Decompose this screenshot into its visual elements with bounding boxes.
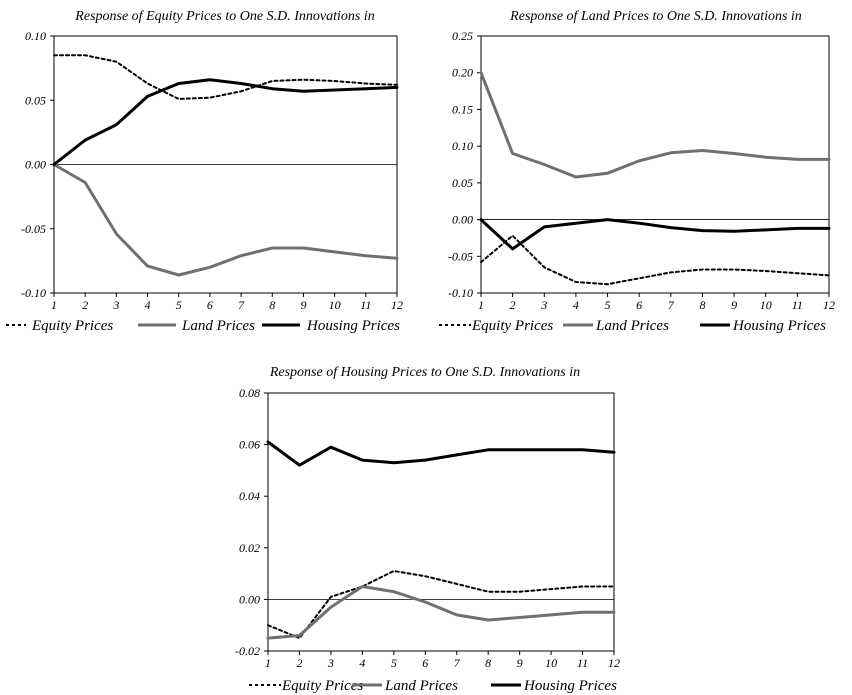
chart-panel-3: Response of Housing Prices to One S.D. I… <box>235 365 620 694</box>
series-line-equity <box>53 54 398 100</box>
legend-label-housing: Housing Prices <box>523 678 617 694</box>
y-tick-label: -0.05 <box>448 249 473 263</box>
legend-label-equity: Equity Prices <box>31 318 113 334</box>
x-tick-label: 2 <box>510 298 516 312</box>
legend-label-equity: Equity Prices <box>471 318 553 334</box>
legend-label-housing: Housing Prices <box>306 318 400 334</box>
y-tick-label: 0.00 <box>239 592 260 606</box>
y-tick-label: 0.00 <box>25 158 46 172</box>
x-tick-label: 3 <box>540 298 547 312</box>
y-tick-label: 0.10 <box>25 29 46 43</box>
y-tick-label: 0.20 <box>452 66 473 80</box>
y-tick-label: 0.05 <box>25 93 46 107</box>
x-tick-label: 1 <box>478 298 484 312</box>
legend-label-equity: Equity Prices <box>281 678 363 694</box>
x-tick-label: 10 <box>329 298 341 312</box>
x-tick-label: 5 <box>605 298 611 312</box>
series-line-equity <box>480 234 830 286</box>
x-tick-label: 12 <box>823 298 835 312</box>
series-line-equity <box>267 570 615 640</box>
y-tick-label: 0.02 <box>239 541 260 555</box>
y-tick-label: 0.08 <box>239 386 260 400</box>
x-tick-label: 11 <box>792 298 803 312</box>
y-tick-label: 0.00 <box>452 213 473 227</box>
x-tick-label: 4 <box>359 656 365 670</box>
x-tick-label: 7 <box>238 298 245 312</box>
x-tick-label: 5 <box>391 656 397 670</box>
x-tick-label: 8 <box>699 298 705 312</box>
x-tick-label: 1 <box>265 656 271 670</box>
x-tick-label: 6 <box>422 656 428 670</box>
x-tick-label: 8 <box>269 298 275 312</box>
legend-label-land: Land Prices <box>595 318 669 334</box>
x-tick-label: 10 <box>545 656 557 670</box>
x-tick-label: 7 <box>668 298 675 312</box>
chart-panel-2: Response of Land Prices to One S.D. Inno… <box>439 9 835 334</box>
x-tick-label: 4 <box>573 298 579 312</box>
x-tick-label: 11 <box>577 656 588 670</box>
plot-frame <box>480 35 830 294</box>
y-tick-label: 0.25 <box>452 29 473 43</box>
x-tick-label: 2 <box>296 656 302 670</box>
x-tick-label: 11 <box>360 298 371 312</box>
y-tick-label: 0.06 <box>239 438 260 452</box>
y-tick-label: 0.15 <box>452 102 473 116</box>
series-line-land <box>266 585 616 640</box>
x-tick-label: 8 <box>485 656 491 670</box>
legend-label-housing: Housing Prices <box>732 318 826 334</box>
y-tick-label: -0.05 <box>21 222 46 236</box>
x-tick-label: 12 <box>391 298 403 312</box>
series-line-land <box>52 163 399 277</box>
x-tick-label: 9 <box>517 656 523 670</box>
chart-legend: Equity Prices Land Prices Housing Prices <box>249 678 617 694</box>
chart-title: Response of Equity Prices to One S.D. In… <box>74 9 374 24</box>
y-tick-label: 0.04 <box>239 489 260 503</box>
x-tick-label: 9 <box>731 298 737 312</box>
y-tick-label: 0.05 <box>452 176 473 190</box>
x-tick-label: 3 <box>327 656 334 670</box>
x-tick-label: 6 <box>636 298 642 312</box>
legend-label-land: Land Prices <box>384 678 458 694</box>
x-tick-label: 3 <box>112 298 119 312</box>
series-line-housing <box>479 218 831 251</box>
x-tick-label: 9 <box>300 298 306 312</box>
x-tick-label: 12 <box>608 656 620 670</box>
chart-legend: Equity Prices Land Prices Housing Prices <box>6 318 400 334</box>
x-tick-label: 4 <box>145 298 151 312</box>
x-tick-label: 10 <box>760 298 772 312</box>
chart-panel-1: Response of Equity Prices to One S.D. In… <box>6 9 403 334</box>
series-line-land <box>479 71 831 179</box>
x-tick-label: 5 <box>176 298 182 312</box>
x-tick-label: 1 <box>51 298 57 312</box>
y-tick-label: -0.10 <box>21 286 46 300</box>
chart-title: Response of Land Prices to One S.D. Inno… <box>509 9 802 24</box>
series-line-housing <box>52 78 399 166</box>
y-tick-label: -0.02 <box>235 644 260 658</box>
legend-label-land: Land Prices <box>181 318 255 334</box>
y-tick-label: 0.10 <box>452 139 473 153</box>
plot-frame <box>267 392 615 652</box>
series-line-housing <box>266 440 616 467</box>
chart-title: Response of Housing Prices to One S.D. I… <box>269 365 580 380</box>
x-tick-label: 2 <box>82 298 88 312</box>
y-tick-label: -0.10 <box>448 286 473 300</box>
chart-legend: Equity Prices Land Prices Housing Prices <box>439 318 826 334</box>
x-tick-label: 6 <box>207 298 213 312</box>
x-tick-label: 7 <box>454 656 461 670</box>
